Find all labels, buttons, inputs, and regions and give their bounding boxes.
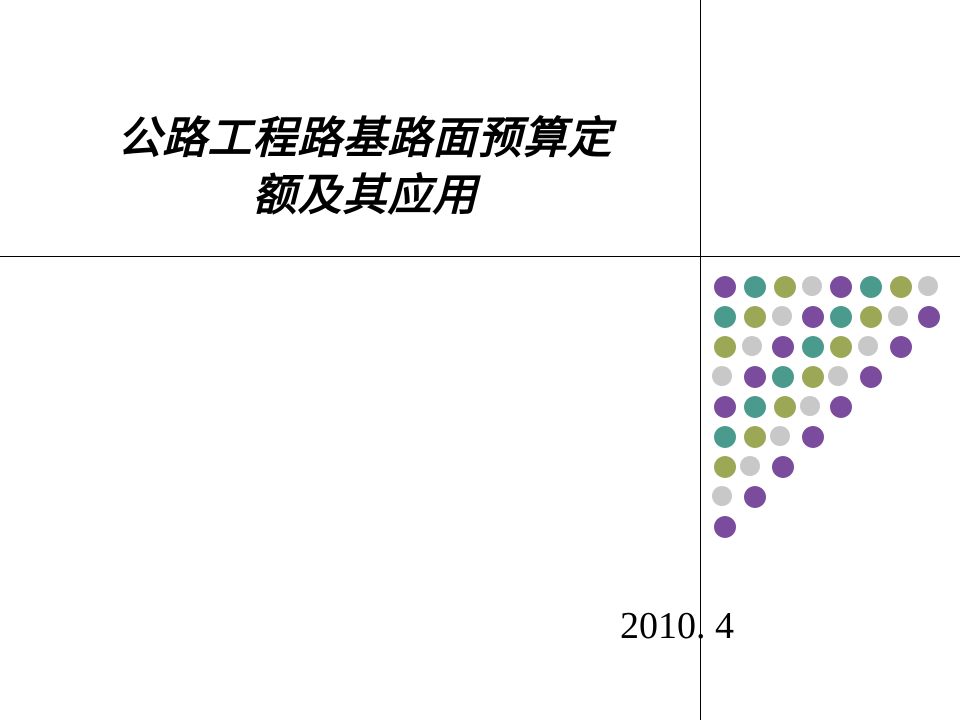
decoration-dot [860, 276, 882, 298]
slide-container: 公路工程路基路面预算定 额及其应用 2010. 4 [0, 0, 960, 720]
decoration-dot [888, 306, 908, 326]
title-block: 公路工程路基路面预算定 额及其应用 [85, 110, 645, 224]
decoration-dot [918, 276, 938, 296]
decoration-dot [802, 366, 824, 388]
decoration-dot [712, 366, 732, 386]
decoration-dot [744, 486, 766, 508]
decoration-dot [860, 306, 882, 328]
decoration-dot [802, 336, 824, 358]
decoration-dot [744, 366, 766, 388]
title-line-2: 额及其应用 [85, 167, 645, 224]
decoration-dot [800, 396, 820, 416]
decoration-dot [774, 396, 796, 418]
decoration-dot [744, 396, 766, 418]
decoration-dot [890, 276, 912, 298]
decoration-dot [830, 306, 852, 328]
decoration-dot [770, 426, 790, 446]
decoration-dot [744, 306, 766, 328]
decoration-dot [744, 426, 766, 448]
decoration-dot [918, 306, 940, 328]
decoration-dot [890, 336, 912, 358]
decoration-dot [828, 366, 848, 386]
title-line-1: 公路工程路基路面预算定 [85, 110, 645, 167]
decoration-dot [714, 426, 736, 448]
decoration-dot [714, 456, 736, 478]
decoration-dot [740, 456, 760, 476]
decoration-dot [712, 486, 732, 506]
decoration-dot [772, 336, 794, 358]
decoration-dot [830, 336, 852, 358]
decoration-dot [802, 306, 824, 328]
horizontal-divider [0, 256, 960, 257]
decoration-dot [714, 336, 736, 358]
date-text: 2010. 4 [620, 604, 734, 648]
decoration-dot [714, 516, 736, 538]
decoration-dot [714, 306, 736, 328]
decoration-dot [772, 306, 792, 326]
decoration-dot [772, 366, 794, 388]
decoration-dot [830, 276, 852, 298]
decoration-dot [744, 276, 766, 298]
decoration-dot [742, 336, 762, 356]
decoration-dot [774, 276, 796, 298]
decoration-dot [858, 336, 878, 356]
decoration-dot [802, 276, 822, 296]
decoration-dot [860, 366, 882, 388]
decoration-dot [772, 456, 794, 478]
decoration-dot [714, 396, 736, 418]
decoration-dot [802, 426, 824, 448]
decoration-dot [830, 396, 852, 418]
decoration-dot [714, 276, 736, 298]
